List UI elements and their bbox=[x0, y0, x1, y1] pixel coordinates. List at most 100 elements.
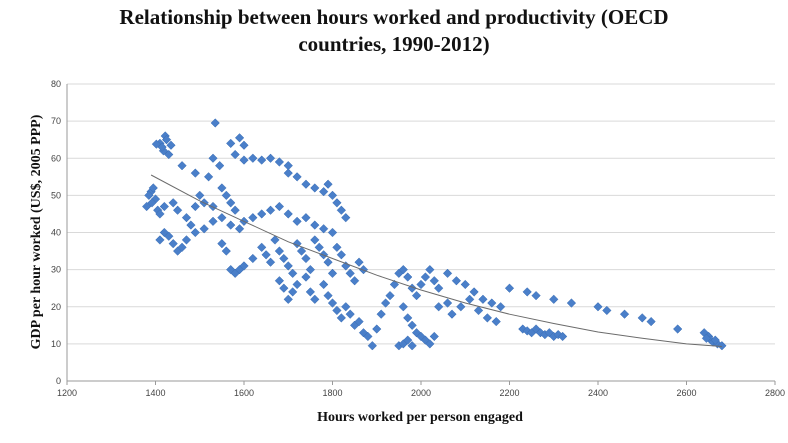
data-point bbox=[148, 183, 158, 193]
data-point bbox=[323, 257, 333, 267]
x-tick-label: 2000 bbox=[411, 388, 431, 398]
x-tick-label: 2400 bbox=[588, 388, 608, 398]
data-point bbox=[473, 305, 484, 316]
data-point bbox=[274, 157, 285, 167]
data-point bbox=[314, 242, 324, 253]
data-point bbox=[372, 324, 382, 334]
data-point bbox=[239, 140, 249, 150]
x-tick-label: 2600 bbox=[676, 388, 696, 398]
data-point bbox=[646, 316, 656, 327]
data-point bbox=[403, 272, 413, 282]
axes bbox=[66, 84, 776, 385]
data-point bbox=[429, 331, 439, 342]
data-point bbox=[265, 153, 276, 163]
data-point bbox=[199, 224, 209, 234]
data-point bbox=[398, 302, 408, 312]
data-point bbox=[332, 242, 342, 253]
data-point bbox=[226, 198, 236, 208]
data-point bbox=[478, 294, 488, 304]
data-point bbox=[456, 302, 466, 312]
data-points bbox=[141, 118, 727, 351]
data-point bbox=[398, 264, 408, 275]
data-point bbox=[318, 279, 329, 290]
data-point bbox=[442, 298, 453, 308]
data-point bbox=[230, 149, 240, 160]
x-tick-labels: 1200 1400 1600 1800 2000 2200 2400 2600 2800 bbox=[57, 388, 785, 398]
data-point bbox=[318, 187, 329, 197]
data-point bbox=[279, 283, 289, 293]
data-point bbox=[190, 168, 200, 178]
x-tick-label: 1400 bbox=[145, 388, 165, 398]
y-tick-label: 30 bbox=[51, 265, 61, 275]
data-point bbox=[257, 155, 267, 165]
data-point bbox=[292, 172, 302, 182]
data-point bbox=[425, 264, 435, 275]
data-point bbox=[327, 268, 338, 278]
data-point bbox=[549, 294, 559, 304]
data-point bbox=[487, 298, 497, 308]
chart-title: Relationship between hours worked and pr… bbox=[0, 4, 788, 58]
data-point bbox=[257, 242, 267, 253]
y-tick-labels: 0 10 20 30 40 50 60 70 80 bbox=[51, 79, 61, 386]
data-point bbox=[420, 272, 431, 282]
data-point bbox=[566, 298, 577, 308]
data-point bbox=[465, 294, 475, 304]
data-point bbox=[168, 198, 178, 208]
data-point bbox=[491, 316, 501, 327]
data-point bbox=[288, 287, 298, 297]
data-point bbox=[186, 220, 196, 230]
data-point bbox=[177, 161, 187, 171]
data-point bbox=[292, 279, 302, 290]
data-point bbox=[310, 183, 320, 193]
data-point bbox=[159, 201, 170, 212]
data-point bbox=[531, 290, 541, 301]
data-point bbox=[531, 324, 541, 334]
data-point bbox=[144, 190, 154, 201]
data-point bbox=[248, 212, 258, 223]
data-point bbox=[155, 235, 165, 245]
data-point bbox=[215, 161, 225, 171]
data-point bbox=[210, 118, 220, 128]
data-point bbox=[358, 328, 369, 338]
data-point bbox=[301, 253, 311, 264]
data-point bbox=[310, 220, 320, 230]
data-point bbox=[239, 261, 249, 271]
data-point bbox=[544, 328, 554, 338]
data-point bbox=[283, 294, 293, 304]
data-point bbox=[226, 138, 236, 149]
data-point bbox=[190, 227, 200, 238]
data-point bbox=[265, 257, 276, 267]
data-point bbox=[234, 133, 245, 143]
data-point bbox=[701, 333, 712, 343]
data-point bbox=[305, 287, 316, 297]
data-point bbox=[301, 179, 311, 189]
data-point bbox=[407, 341, 417, 351]
data-point bbox=[166, 140, 176, 150]
chart-title-line-2: countries, 1990-2012) bbox=[298, 32, 490, 56]
data-point bbox=[637, 313, 647, 323]
x-tick-label: 2800 bbox=[765, 388, 785, 398]
data-point bbox=[482, 313, 493, 323]
data-point bbox=[434, 283, 444, 293]
data-point bbox=[274, 246, 285, 256]
data-point bbox=[403, 313, 413, 323]
data-point bbox=[717, 341, 727, 351]
data-point bbox=[522, 287, 532, 297]
data-point bbox=[248, 253, 258, 264]
data-point bbox=[318, 224, 329, 234]
y-tick-label: 70 bbox=[51, 116, 61, 126]
data-point bbox=[345, 268, 355, 278]
y-tick-label: 40 bbox=[51, 228, 61, 238]
data-point bbox=[230, 205, 240, 215]
data-point bbox=[553, 329, 563, 340]
data-point bbox=[310, 294, 320, 304]
x-tick-label: 2200 bbox=[499, 388, 519, 398]
data-point bbox=[672, 324, 683, 334]
data-point bbox=[164, 231, 174, 241]
x-tick-label: 1200 bbox=[57, 388, 77, 398]
data-point bbox=[504, 283, 515, 293]
data-point bbox=[274, 276, 285, 286]
data-point bbox=[336, 313, 347, 323]
chart-title-line-1: Relationship between hours worked and pr… bbox=[119, 5, 669, 29]
